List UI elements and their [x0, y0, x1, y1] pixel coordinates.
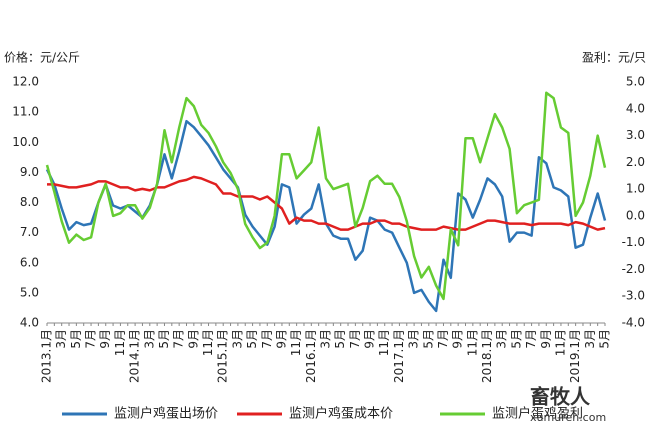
y2-tick-label: 0.0 — [626, 208, 645, 222]
x-tick-label: 5月 — [157, 329, 171, 349]
x-tick-label: 2013.1月 — [40, 329, 54, 383]
y2-tick-label: 2.0 — [626, 155, 645, 169]
y-axis-label: 价格：元/公斤 — [4, 50, 80, 65]
x-tick-label: 3月 — [230, 329, 244, 349]
x-tick-label: 5月 — [509, 329, 523, 349]
x-tick-label: 9月 — [363, 329, 377, 349]
x-tick-label: 2017.1月 — [392, 329, 406, 383]
y2-tick-label: 1.0 — [626, 182, 645, 196]
y2-axis-label: 盈利：元/只 — [582, 51, 646, 65]
x-tick-label: 11月 — [377, 329, 391, 356]
x-tick-label: 5月 — [598, 329, 612, 349]
x-tick-label: 2019.1月 — [568, 329, 582, 383]
x-tick-label: 5月 — [333, 329, 347, 349]
x-tick-label: 3月 — [407, 329, 421, 349]
x-tick-label: 2014.1月 — [128, 329, 142, 383]
x-tick-label: 2018.1月 — [480, 329, 494, 383]
x-tick-label: 9月 — [98, 329, 112, 349]
watermark: xumuren.com — [530, 411, 606, 424]
x-tick-label: 7月 — [436, 329, 450, 349]
x-tick-label: 2016.1月 — [304, 329, 318, 383]
x-tick-label: 5月 — [245, 329, 259, 349]
y2-tick-label: 4.0 — [626, 101, 645, 115]
x-tick-label: 3月 — [319, 329, 333, 349]
legend-label: 监测户蛋鸡盈利 — [492, 406, 583, 422]
x-tick-label: 3月 — [495, 329, 509, 349]
x-tick-label: 11月 — [465, 329, 479, 356]
x-tick-label: 9月 — [451, 329, 465, 349]
y2-tick-label: 5.0 — [626, 75, 645, 89]
y-tick-label: 10.0 — [12, 135, 39, 149]
x-tick-label: 11月 — [113, 329, 127, 356]
x-tick-label: 9月 — [274, 329, 288, 349]
x-tick-label: 3月 — [583, 329, 597, 349]
x-tick-label: 2015.1月 — [216, 329, 230, 383]
y-tick-label: 9.0 — [20, 165, 39, 179]
series-line — [45, 119, 607, 313]
x-tick-label: 11月 — [289, 329, 303, 356]
x-tick-label: 11月 — [553, 329, 567, 356]
legend-label: 监测户鸡蛋出场价 — [114, 406, 218, 422]
x-tick-label: 7月 — [172, 329, 186, 349]
x-tick-label: 7月 — [348, 329, 362, 349]
x-tick-label: 7月 — [524, 329, 538, 349]
x-tick-label: 11月 — [201, 329, 215, 356]
x-tick-label: 5月 — [421, 329, 435, 349]
y-tick-label: 8.0 — [20, 195, 39, 209]
y2-tick-label: -3.0 — [622, 289, 645, 303]
y2-tick-label: -1.0 — [622, 235, 645, 249]
x-tick-label: 7月 — [84, 329, 98, 349]
y2-tick-label: -4.0 — [622, 316, 645, 330]
y-tick-label: 4.0 — [20, 316, 39, 330]
y-tick-label: 6.0 — [20, 255, 39, 269]
x-tick-label: 9月 — [539, 329, 553, 349]
x-tick-label: 5月 — [69, 329, 83, 349]
y-tick-label: 12.0 — [12, 75, 39, 89]
y-tick-label: 11.0 — [12, 105, 39, 119]
x-tick-label: 3月 — [142, 329, 156, 349]
y2-tick-label: -2.0 — [622, 262, 645, 276]
x-tick-label: 9月 — [186, 329, 200, 349]
x-tick-label: 3月 — [54, 329, 68, 349]
watermark: 畜牧人 — [530, 385, 591, 409]
series-line — [45, 91, 607, 301]
y-tick-label: 7.0 — [20, 225, 39, 239]
series-line — [47, 175, 606, 231]
y-tick-label: 5.0 — [20, 285, 39, 299]
x-tick-label: 7月 — [260, 329, 274, 349]
legend-label: 监测户鸡蛋成本价 — [289, 406, 393, 422]
y2-tick-label: 3.0 — [626, 128, 645, 142]
